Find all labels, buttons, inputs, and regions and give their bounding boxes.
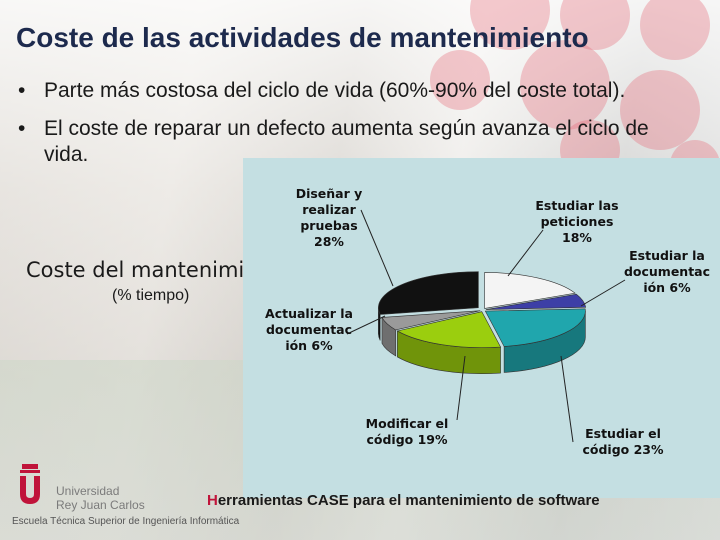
pie-slice <box>396 311 502 348</box>
pie-callout-label: pruebas <box>300 218 357 233</box>
callout-leader-line <box>456 355 466 421</box>
university-crown-logo-icon <box>20 464 40 504</box>
bullet-mark: • <box>18 117 26 140</box>
pie-callout-label: documentac <box>624 264 710 279</box>
bullet-list: • Parte más costosa del ciclo de vida (6… <box>18 78 698 180</box>
bullet-mark: • <box>18 79 26 102</box>
callout-leader-line <box>580 279 626 307</box>
footer-title: Herramientas CASE para el mantenimiento … <box>207 492 600 509</box>
footer-first-letter: H <box>207 492 218 509</box>
pie-callout-label: peticiones <box>541 214 614 229</box>
pie-callout-label: Modificar el <box>366 416 449 431</box>
chart-side-sublabel: (% tiempo) <box>112 287 190 304</box>
pie-callout-label: Diseñar y <box>296 186 363 201</box>
pie-callout-label: 18% <box>562 230 592 245</box>
pie-callout-label: Estudiar el <box>585 426 661 441</box>
pie-slice <box>485 293 587 310</box>
university-line-2: Rey Juan Carlos <box>56 498 145 512</box>
callout-leader-line <box>360 209 394 287</box>
pie-callout-label: ión 6% <box>285 338 333 353</box>
pie-callout-label: Actualizar la <box>265 306 353 321</box>
university-line-1: Universidad <box>56 484 120 498</box>
bullet-item: • Parte más costosa del ciclo de vida (6… <box>18 78 698 104</box>
pie-slice <box>484 272 576 309</box>
footer-text: erramientas CASE para el mantenimiento d… <box>217 492 600 509</box>
pie-callout-label: 28% <box>314 234 344 249</box>
pie-callout-label: Estudiar las <box>535 198 618 213</box>
bullet-text: El coste de reparar un defecto aumenta s… <box>44 117 649 166</box>
pie-slice <box>378 271 479 315</box>
pie-callout-label: ión 6% <box>643 280 691 295</box>
pie-callout-label: realizar <box>302 202 356 217</box>
school-name: Escuela Técnica Superior de Ingeniería I… <box>12 516 240 527</box>
bullet-text: Parte más costosa del ciclo de vida (60%… <box>44 79 626 102</box>
pie-callout-label: Estudiar la <box>629 248 705 263</box>
pie-slice <box>484 308 586 347</box>
callout-leader-line <box>346 315 386 335</box>
pie-callout-label: código 19% <box>366 432 448 447</box>
university-name: Universidad Rey Juan Carlos <box>56 484 145 512</box>
chart-side-label: Coste del mantenimi <box>26 258 245 282</box>
pie-chart-panel: Diseñar y realizar pruebas 28% Estudiar las p… <box>243 158 720 498</box>
callout-leader-line <box>560 355 574 443</box>
bullet-item: • El coste de reparar un defecto aumenta… <box>18 116 698 168</box>
pie-callout-label: código 23% <box>582 442 664 457</box>
slide-title: Coste de las actividades de mantenimient… <box>16 22 589 53</box>
pie-callout-label: documentac <box>266 322 352 337</box>
callout-leader-line <box>507 229 544 277</box>
